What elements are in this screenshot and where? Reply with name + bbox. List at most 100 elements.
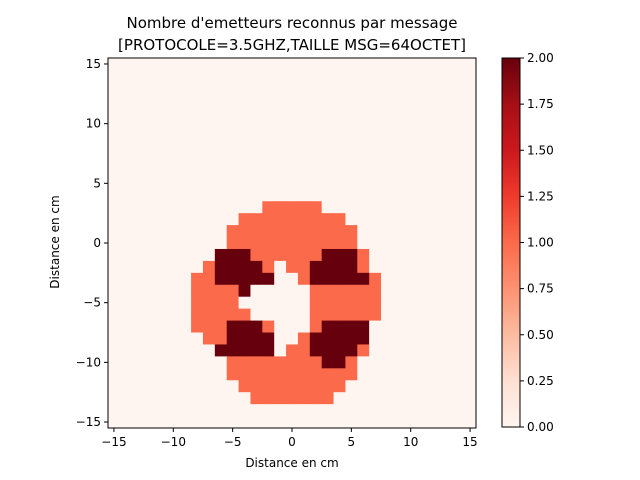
heatmap-cell <box>345 58 358 71</box>
heatmap-cell <box>333 105 346 119</box>
heatmap-cell <box>452 380 465 393</box>
heatmap-cell <box>202 248 216 262</box>
heatmap-cell <box>179 248 192 262</box>
heatmap-cell <box>143 260 156 274</box>
heatmap-cell <box>404 332 418 345</box>
heatmap-cell <box>214 332 228 345</box>
heatmap-cell <box>452 69 465 83</box>
heatmap-cell <box>464 284 477 298</box>
heatmap-cell <box>262 284 275 298</box>
heatmap-cell <box>404 260 418 274</box>
heatmap-cell <box>143 213 156 226</box>
heatmap-cell <box>179 141 192 154</box>
heatmap-cell <box>250 344 263 357</box>
heatmap-cell <box>131 380 145 393</box>
heatmap-cell <box>381 201 394 214</box>
heatmap-cell <box>357 308 370 321</box>
heatmap-cell <box>202 105 216 119</box>
heatmap-cell <box>274 392 287 405</box>
heatmap-cell <box>108 69 121 83</box>
heatmap-cell <box>238 129 251 142</box>
heatmap-cell <box>345 69 358 83</box>
heatmap-cell <box>202 129 216 142</box>
heatmap-cell <box>108 320 121 333</box>
heatmap-cell <box>250 320 263 333</box>
heatmap-cell <box>191 201 204 214</box>
heatmap-cell <box>381 332 394 345</box>
heatmap-cell <box>274 189 287 202</box>
heatmap-cell <box>357 296 370 310</box>
heatmap-cell <box>155 225 168 238</box>
heatmap-cell <box>262 320 275 333</box>
heatmap-cell <box>428 260 441 274</box>
heatmap-cell <box>286 332 299 345</box>
heatmap-cell <box>131 392 145 405</box>
heatmap-cell <box>345 189 358 202</box>
heatmap-cell <box>131 237 145 250</box>
heatmap-cell <box>440 380 453 393</box>
heatmap-cell <box>416 189 429 202</box>
heatmap-cell <box>226 58 239 71</box>
heatmap-cell <box>202 141 216 154</box>
heatmap-cell <box>262 213 275 226</box>
colorbar-tick-label: 0.75 <box>527 282 554 296</box>
heatmap-cell <box>392 356 406 369</box>
heatmap-cell <box>321 117 334 131</box>
heatmap-cell <box>392 296 406 310</box>
heatmap-cell <box>464 177 477 190</box>
heatmap-cell <box>226 260 239 274</box>
heatmap-cell <box>428 93 441 107</box>
colorbar-ticks: 0.00 0.25 0.50 0.75 1.00 1.25 1.50 1.75 2.00 <box>520 51 554 434</box>
heatmap-cell <box>381 213 394 226</box>
heatmap-cell <box>119 153 133 166</box>
heatmap-cell <box>214 356 228 369</box>
heatmap-cell <box>309 105 323 119</box>
heatmap-cell <box>274 153 287 166</box>
heatmap-cell <box>179 105 192 119</box>
heatmap-cell <box>392 344 406 357</box>
heatmap-cell <box>345 332 358 345</box>
heatmap-cell <box>226 165 239 178</box>
heatmap-cell <box>428 392 441 405</box>
heatmap-cell <box>191 260 204 274</box>
heatmap-cell <box>143 237 156 250</box>
heatmap-cell <box>286 344 299 357</box>
heatmap-cell <box>202 272 216 286</box>
heatmap-cell <box>191 404 204 417</box>
heatmap-cell <box>392 69 406 83</box>
heatmap-cell <box>119 105 133 119</box>
heatmap-cell <box>155 69 168 83</box>
heatmap-cell <box>286 308 299 321</box>
heatmap-cell <box>274 201 287 214</box>
heatmap-cell <box>274 260 287 274</box>
heatmap-cell <box>428 296 441 310</box>
heatmap-cell <box>143 320 156 333</box>
heatmap-cell <box>226 380 239 393</box>
heatmap-cell <box>333 380 346 393</box>
y-tick-label: 5 <box>93 176 101 190</box>
heatmap-cell <box>297 201 311 214</box>
heatmap-cell <box>392 380 406 393</box>
heatmap-cell <box>309 332 323 345</box>
heatmap-cell <box>191 237 204 250</box>
heatmap-cell <box>428 153 441 166</box>
heatmap-cell <box>452 201 465 214</box>
y-tick-label: 10 <box>86 117 101 131</box>
heatmap-cell <box>155 58 168 71</box>
heatmap-cell <box>464 201 477 214</box>
heatmap-cell <box>333 260 346 274</box>
heatmap-cell <box>369 177 382 190</box>
heatmap-cell <box>250 380 263 393</box>
heatmap-cell <box>119 117 133 131</box>
heatmap-cell <box>309 356 323 369</box>
heatmap-cell <box>286 368 299 381</box>
heatmap-cell <box>357 58 370 71</box>
chart-title: Nombre d'emetteurs reconnus par message <box>127 14 458 32</box>
heatmap-cell <box>381 404 394 417</box>
heatmap-cell <box>286 141 299 154</box>
heatmap-cell <box>143 332 156 345</box>
heatmap-cell <box>428 356 441 369</box>
heatmap-cell <box>309 392 323 405</box>
heatmap-cell <box>238 225 251 238</box>
heatmap-cell <box>214 189 228 202</box>
